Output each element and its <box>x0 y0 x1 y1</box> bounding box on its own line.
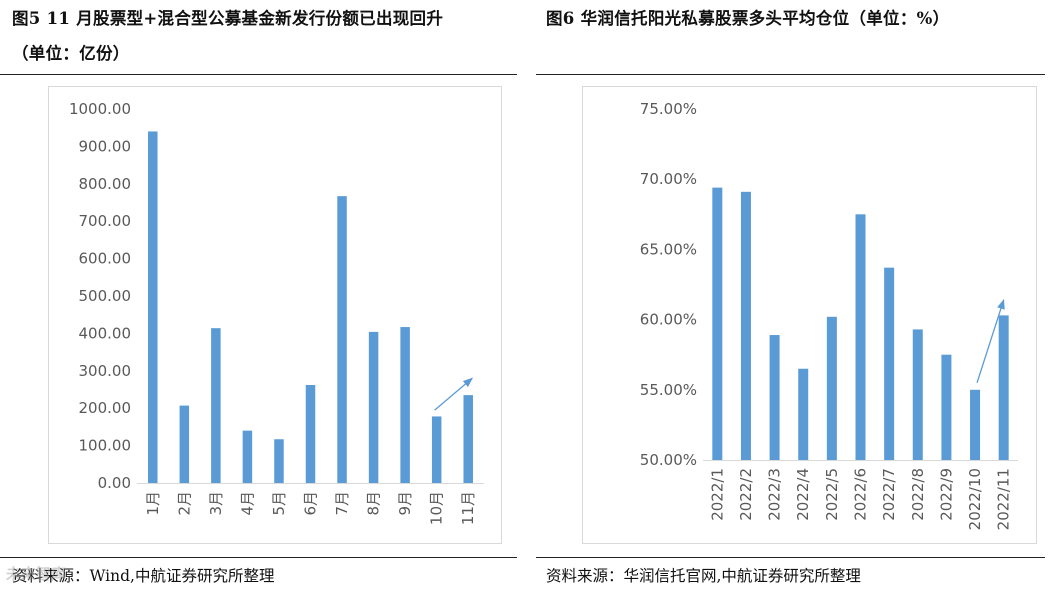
bar <box>463 395 473 483</box>
y-tick-label: 0.00 <box>98 474 131 492</box>
y-tick-label: 600.00 <box>79 250 132 268</box>
y-tick-label: 200.00 <box>79 399 132 417</box>
category-label: 11月 <box>459 491 477 525</box>
y-tick-label: 300.00 <box>79 362 132 380</box>
y-tick-label: 55.00% <box>640 381 697 399</box>
trend-arrow <box>976 298 1005 383</box>
bar <box>211 328 221 483</box>
category-label: 6月 <box>302 491 320 516</box>
figure-5-source: 资料来源：Wind,中航证券研究所整理 <box>12 567 275 585</box>
y-tick-label: 75.00% <box>640 100 697 118</box>
category-label: 2022/1 <box>708 468 726 521</box>
category-label: 8月 <box>365 491 383 516</box>
category-label: 7月 <box>333 491 351 516</box>
bar <box>826 316 837 460</box>
y-tick-label: 100.00 <box>79 437 132 455</box>
y-tick-label: 70.00% <box>640 170 697 188</box>
figure-5-chart: 0.00 100.00 200.00 300.00 400.00 500.00 600.00… <box>69 100 484 525</box>
bar <box>242 430 253 483</box>
y-tick-label: 700.00 <box>79 212 132 230</box>
top-rule <box>0 74 517 75</box>
bar <box>912 329 923 460</box>
bar <box>368 331 379 483</box>
figure-6-panel: 图6 华润信托阳光私募股票多头平均仓位（单位：%） 50.00% 55.00% 60… <box>536 0 1053 591</box>
top-rule <box>536 74 1045 75</box>
y-tick-label: 50.00% <box>640 451 697 469</box>
figure-5-title-line1: 图5 11 月股票型+混合型公募基金新发行份额已出现回升 <box>12 9 444 28</box>
bar <box>970 389 981 460</box>
bar <box>179 405 190 483</box>
bar <box>740 191 751 460</box>
category-label: 2022/2 <box>737 468 755 521</box>
category-label: 2022/4 <box>794 468 812 521</box>
y-tick-label: 800.00 <box>79 175 132 193</box>
bar <box>148 131 158 483</box>
category-label: 2022/8 <box>909 468 927 521</box>
category-label: 5月 <box>270 491 288 516</box>
figure-6-chart: 50.00% 55.00% 60.00% 65.00% 70.00% 75.00% 2022… <box>640 100 1018 530</box>
category-label: 2022/6 <box>852 468 870 521</box>
bar <box>941 354 952 460</box>
category-label: 2022/10 <box>966 468 984 530</box>
bar <box>305 385 316 483</box>
category-label: 4月 <box>238 491 256 516</box>
category-label: 2月 <box>175 491 193 516</box>
category-label: 2022/9 <box>937 468 955 521</box>
y-tick-label: 500.00 <box>79 287 132 305</box>
figure-6-source: 资料来源：华润信托官网,中航证券研究所整理 <box>546 567 861 585</box>
y-tick-label: 60.00% <box>640 311 697 329</box>
bar <box>274 439 284 483</box>
category-label: 2022/3 <box>766 468 784 521</box>
bar <box>431 416 442 483</box>
y-tick-label: 1000.00 <box>69 100 131 118</box>
bar <box>712 187 723 460</box>
bar <box>337 196 347 483</box>
figure-5-title-line2: （单位：亿份） <box>12 44 130 63</box>
trend-arrow <box>434 377 473 411</box>
bar <box>798 368 809 460</box>
category-label: 2022/11 <box>995 468 1013 530</box>
category-label: 1月 <box>144 491 162 516</box>
category-label: 2022/5 <box>823 468 841 521</box>
figure-6-title: 图6 华润信托阳光私募股票多头平均仓位（单位：%） <box>546 9 950 28</box>
figure-5-chart-frame: 0.00 100.00 200.00 300.00 400.00 500.00 600.00… <box>48 86 502 544</box>
bar <box>855 214 866 460</box>
figure-5-title: 图5 11 月股票型+混合型公募基金新发行份额已出现回升 （单位：亿份） <box>12 1 517 71</box>
figure-5-panel: 图5 11 月股票型+混合型公募基金新发行份额已出现回升 （单位：亿份） 0.0… <box>0 0 525 591</box>
category-label: 9月 <box>396 491 414 516</box>
bar <box>400 327 410 483</box>
bar <box>769 335 780 460</box>
bottom-rule <box>0 557 517 558</box>
category-label: 2022/7 <box>880 468 898 521</box>
category-label: 10月 <box>428 491 446 525</box>
y-tick-label: 400.00 <box>79 324 132 342</box>
bar <box>884 267 895 460</box>
category-label: 3月 <box>207 491 225 516</box>
y-tick-label: 65.00% <box>640 240 697 258</box>
bottom-rule <box>536 557 1045 558</box>
figure-6-chart-frame: 50.00% 55.00% 60.00% 65.00% 70.00% 75.00% 2022… <box>582 86 1037 544</box>
bar <box>998 315 1009 460</box>
y-tick-label: 900.00 <box>79 137 132 155</box>
